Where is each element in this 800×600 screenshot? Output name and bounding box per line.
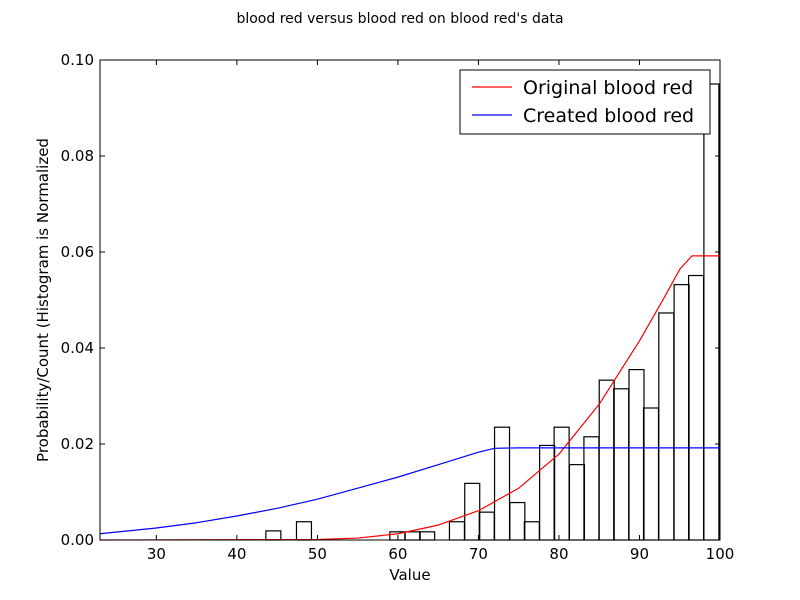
y-tick-label: 0.06 (61, 243, 94, 261)
y-tick-label: 0.00 (61, 531, 94, 549)
x-tick-label: 70 (469, 545, 488, 563)
histogram-bar (583, 436, 600, 541)
histogram-bar (642, 407, 660, 541)
histogram-bar (568, 464, 586, 541)
histogram-bar (673, 284, 690, 541)
legend-label-original: Original blood red (523, 77, 693, 99)
histogram-bar (419, 531, 436, 541)
histogram-bar (523, 521, 540, 541)
histogram-bar (703, 83, 720, 541)
y-tick-label: 0.02 (61, 435, 94, 453)
histogram-bar (404, 531, 421, 541)
x-tick-label: 90 (630, 545, 649, 563)
histogram-bars (265, 83, 720, 541)
plot-frame (99, 59, 721, 541)
histogram-bar (658, 312, 675, 541)
histogram-bar (687, 274, 705, 541)
histogram-bar (598, 379, 615, 541)
histogram-bar (448, 521, 466, 541)
distribution-lines (99, 255, 720, 541)
histogram-bar (478, 511, 495, 541)
series-line-created (99, 447, 720, 535)
histogram-bar (509, 501, 526, 541)
y-tick-label: 0.04 (61, 339, 94, 357)
x-tick-label: 50 (308, 545, 327, 563)
x-axis-label: Value (389, 566, 430, 584)
histogram-bar (265, 530, 282, 541)
y-axis-label: Probability/Count (Histogram is Normaliz… (34, 138, 52, 462)
histogram-bar (493, 426, 511, 541)
x-tick-label: 40 (227, 545, 246, 563)
legend: Original blood red Created blood red (459, 69, 711, 135)
series-line-original (99, 255, 720, 541)
histogram-bar (628, 369, 645, 541)
chart-title: blood red versus blood red on blood red'… (236, 11, 563, 27)
histogram-bar (613, 388, 630, 541)
x-tick-label: 60 (388, 545, 407, 563)
x-tick-label: 30 (147, 545, 166, 563)
x-tick-label: 100 (706, 545, 735, 563)
legend-box (459, 69, 711, 135)
histogram-bar (295, 521, 313, 541)
axis-ticks: 30 40 50 60 70 80 90 100 0.00 0.02 0.04 0.06 0.08 0.1… (61, 51, 735, 563)
x-tick-label: 80 (549, 545, 568, 563)
y-tick-label: 0.10 (61, 51, 94, 69)
y-tick-label: 0.08 (61, 147, 94, 165)
legend-label-created: Created blood red (523, 105, 694, 127)
